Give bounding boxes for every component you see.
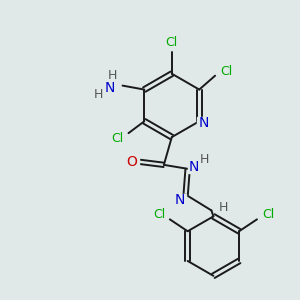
Bar xyxy=(188,161,200,173)
Text: N: N xyxy=(188,160,199,174)
Text: N: N xyxy=(175,193,185,206)
Bar xyxy=(197,117,211,129)
Text: H: H xyxy=(200,153,209,167)
Text: N: N xyxy=(104,81,115,94)
Text: N: N xyxy=(199,116,209,130)
Text: H: H xyxy=(219,201,228,214)
Text: Cl: Cl xyxy=(166,35,178,49)
Text: Cl: Cl xyxy=(112,132,124,145)
Bar xyxy=(174,194,186,206)
Bar xyxy=(125,156,139,168)
Text: O: O xyxy=(127,155,138,169)
Text: Cl: Cl xyxy=(262,208,274,221)
Text: H: H xyxy=(108,69,117,82)
Text: H: H xyxy=(94,88,104,101)
Text: Cl: Cl xyxy=(220,65,232,78)
Text: Cl: Cl xyxy=(153,208,165,221)
